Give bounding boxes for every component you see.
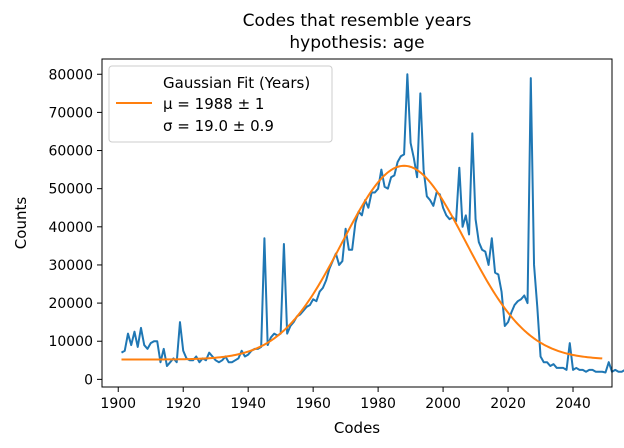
y-tick-label: 0 bbox=[84, 372, 93, 388]
x-tick-label: 1960 bbox=[295, 396, 331, 412]
y-tick-label: 40000 bbox=[48, 220, 93, 236]
legend-entry-fit: Gaussian Fit (Years) bbox=[163, 74, 310, 92]
y-tick-label: 30000 bbox=[48, 258, 93, 274]
x-tick-label: 1980 bbox=[360, 396, 396, 412]
y-tick-label: 70000 bbox=[48, 105, 93, 121]
x-tick-label: 2020 bbox=[490, 396, 526, 412]
legend-entry-sigma: σ = 19.0 ± 0.9 bbox=[163, 117, 274, 135]
y-tick-label: 80000 bbox=[48, 67, 93, 83]
axes-frame bbox=[101, 58, 613, 388]
data-layer bbox=[120, 73, 624, 374]
x-tick-label: 1900 bbox=[100, 396, 136, 412]
x-tick-label: 1940 bbox=[230, 396, 266, 412]
y-tick-label: 20000 bbox=[48, 296, 93, 312]
x-tick-label: 2040 bbox=[555, 396, 591, 412]
chart-subtitle: hypothesis: age bbox=[289, 33, 424, 53]
y-tick-label: 50000 bbox=[48, 182, 93, 198]
y-axis-ticks: 0 10000 20000 30000 40000 50000 60000 70000 8000… bbox=[48, 67, 102, 388]
legend: Gaussian Fit (Years) μ = 1988 ± 1 σ = 19… bbox=[108, 65, 333, 143]
x-axis-ticks: 1900 1920 1940 1960 1980 2000 2020 2040 bbox=[100, 387, 591, 412]
y-axis-label: Counts bbox=[12, 197, 30, 250]
y-tick-label: 10000 bbox=[48, 334, 93, 350]
legend-box bbox=[108, 65, 333, 143]
x-tick-label: 1920 bbox=[165, 396, 201, 412]
x-tick-label: 2000 bbox=[425, 396, 461, 412]
chart-title: Codes that resemble years bbox=[243, 11, 472, 31]
gaussian-fit-line bbox=[121, 164, 603, 361]
legend-entry-mu: μ = 1988 ± 1 bbox=[163, 95, 264, 113]
x-axis-label: Codes bbox=[334, 419, 380, 437]
y-tick-label: 60000 bbox=[48, 144, 93, 160]
